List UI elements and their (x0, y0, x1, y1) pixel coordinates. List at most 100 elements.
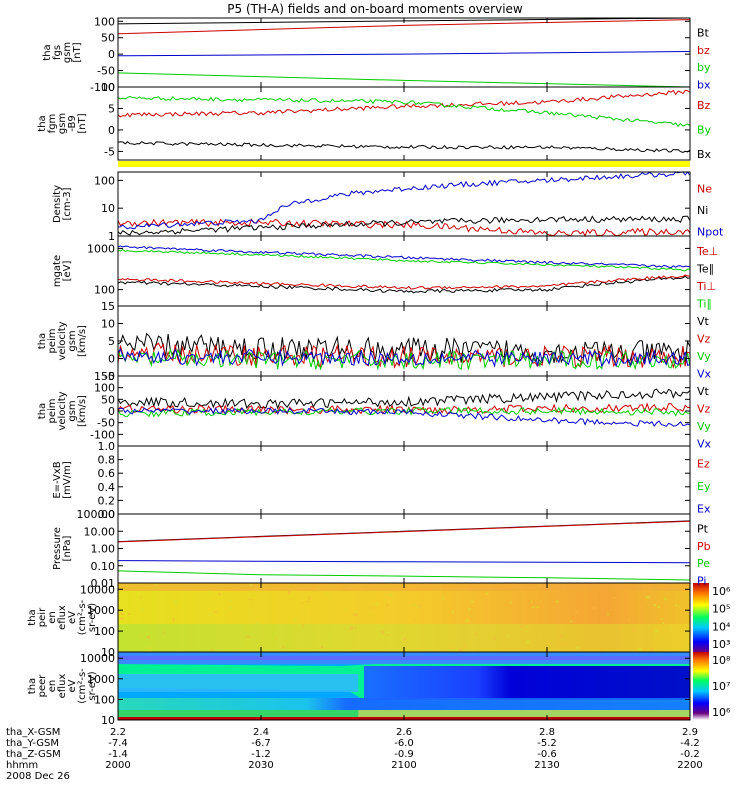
y-axis-label-line: [km/s] (77, 395, 88, 427)
y-axis-label-line: Pressure (52, 527, 63, 570)
series-line-pressure-Pb (117, 520, 691, 543)
legend-label: Pb (697, 540, 711, 553)
y-tick-label: 100.00 (77, 508, 116, 521)
ion-spectrogram-speckle (657, 606, 660, 609)
ion-spectrogram-speckle (531, 606, 535, 608)
ion-spectrogram-speckle (531, 600, 533, 603)
legend-label: bz (697, 44, 710, 57)
ion-spectrogram-speckle (162, 634, 165, 638)
ion-spectrogram-speckle (536, 606, 540, 608)
ion-spectrogram-speckle (512, 617, 516, 619)
y-tick-label: 100 (94, 625, 115, 638)
legend-label: Ni (697, 204, 708, 217)
y-axis-label-efield: E=-VxB [mV/m] (52, 461, 73, 499)
ion-spectrogram-speckle (575, 646, 580, 649)
ion-spectrogram-speckle (654, 629, 659, 633)
y-axis-label-line: Density (52, 185, 63, 223)
y-axis-label-line: en (47, 611, 58, 624)
ion-spectrogram-speckle (162, 631, 165, 634)
series-line-temperature-Ti∥ (117, 249, 690, 272)
ion-spectrogram-speckle (451, 610, 454, 614)
y-tick-label: 0.8 (98, 454, 116, 467)
y-tick-label: 0.4 (98, 481, 116, 494)
ion-spectrogram-speckle (386, 631, 390, 634)
ion-spectrogram-speckle (421, 586, 425, 589)
ion-spectrogram-speckle (649, 587, 652, 591)
ion-spectrogram-speckle (381, 631, 384, 634)
electron-spectrogram-core (118, 674, 359, 692)
y-tick-label: 1 (108, 230, 115, 243)
ion-spectrogram-speckle (574, 607, 577, 610)
legend-label: Vx (697, 367, 712, 380)
legend-label: Te∥ (696, 262, 714, 275)
ion-spectrogram-speckle (282, 646, 284, 649)
ion-spectrogram-speckle (638, 606, 643, 610)
y-axis-label-line: gsm (67, 330, 78, 351)
ion-spectrogram-speckle (323, 583, 327, 586)
ion-spectrogram-speckle (386, 634, 389, 636)
ion-spectrogram-speckle (653, 604, 657, 607)
y-axis-label-velocity_e: tha peim velocity gsm [km/s] (37, 321, 88, 360)
ion-spectrogram-speckle (214, 611, 218, 613)
ion-spectrogram-speckle (515, 623, 518, 625)
ion-spectrogram-speckle (149, 634, 152, 638)
ion-spectrogram-speckle (681, 611, 684, 614)
y-axis-label-line: tha (37, 333, 48, 349)
ion-spectrogram-speckle (475, 610, 478, 612)
electron-colorbar (693, 652, 709, 720)
ion-spectrogram-speckle (662, 621, 664, 625)
ion-spectrogram-speckle (612, 597, 617, 599)
ion-spectrogram-speckle (185, 586, 187, 589)
axes-layer (117, 17, 691, 721)
ion-spectrogram-speckle (559, 634, 563, 637)
electron-spectrogram-low-energy (358, 710, 690, 720)
y-tick-label: -50 (97, 65, 115, 78)
ion-spectrogram-speckle (389, 593, 393, 596)
colorbar-tick-label: 10⁶ (712, 585, 731, 598)
ion-spectrogram-speckle (293, 619, 297, 622)
ion-spectrogram-speckle (173, 601, 178, 605)
ion-spectrogram-speckle (650, 649, 653, 652)
y-axis-label-fgm: tha fgm gsm -B9 [nT] (37, 113, 88, 134)
ion-spectrogram-speckle (195, 632, 198, 635)
series-line-velocity_e-Vx (117, 347, 691, 368)
ion-spectrogram-speckle (140, 596, 142, 599)
ion-spectrogram-speckle (154, 583, 157, 586)
ion-spectrogram-speckle (211, 648, 213, 652)
y-axis-label-line: peim (47, 398, 58, 423)
y-tick-label: -100 (90, 428, 115, 441)
ion-spectrogram-speckle (332, 649, 335, 651)
y-axis-label-line: tha (27, 678, 38, 694)
y-tick-label: 0.0 (98, 508, 116, 521)
series-line-temperature-Ti⊥ (117, 245, 691, 269)
x-axis-row-value: 2.9 (682, 727, 698, 738)
x-axis-row-label: tha_Z-GSM (6, 749, 61, 760)
ion-spectrogram-speckle (275, 637, 277, 640)
ion-spectrogram-speckle (627, 619, 631, 622)
ion-spectrogram-speckle (475, 633, 477, 636)
ion-spectrogram-speckle (674, 604, 677, 607)
legend-label: Bz (697, 99, 711, 112)
ion-spectrogram-speckle (334, 624, 337, 627)
y-axis-label-line: [nT] (72, 42, 83, 62)
y-axis-label-line: velocity (57, 391, 68, 430)
y-axis-label-line: (cm²-s- (77, 599, 88, 635)
ion-spectrogram-speckle (218, 592, 221, 596)
x-axis-row-value: -5.2 (537, 738, 557, 749)
y-axis-label-velocity_i: tha peim velocity gsm [km/s] (37, 391, 88, 430)
y-axis-label-line: tha (37, 115, 48, 131)
series-line-temperature-Te⊥ (117, 274, 691, 290)
y-axis-label-line: (cm²-s- (77, 668, 88, 704)
x-axis-row-label: tha_Y-GSM (6, 738, 59, 749)
x-axis-row-value: -6.0 (394, 738, 414, 749)
ion-spectrogram-speckle (230, 606, 232, 609)
ion-spectrogram-speckle (233, 589, 236, 592)
ion-spectrogram-speckle (255, 623, 260, 625)
y-tick-label: 1.0 (98, 440, 116, 453)
ion-spectrogram-speckle (128, 613, 131, 616)
series-line-pressure-Pi (117, 560, 691, 564)
series-line-fgs-by (117, 72, 691, 88)
legend-label: Npot (697, 225, 724, 238)
ion-spectrogram-speckle (386, 603, 389, 607)
ion-spectrogram-speckle (592, 606, 596, 610)
